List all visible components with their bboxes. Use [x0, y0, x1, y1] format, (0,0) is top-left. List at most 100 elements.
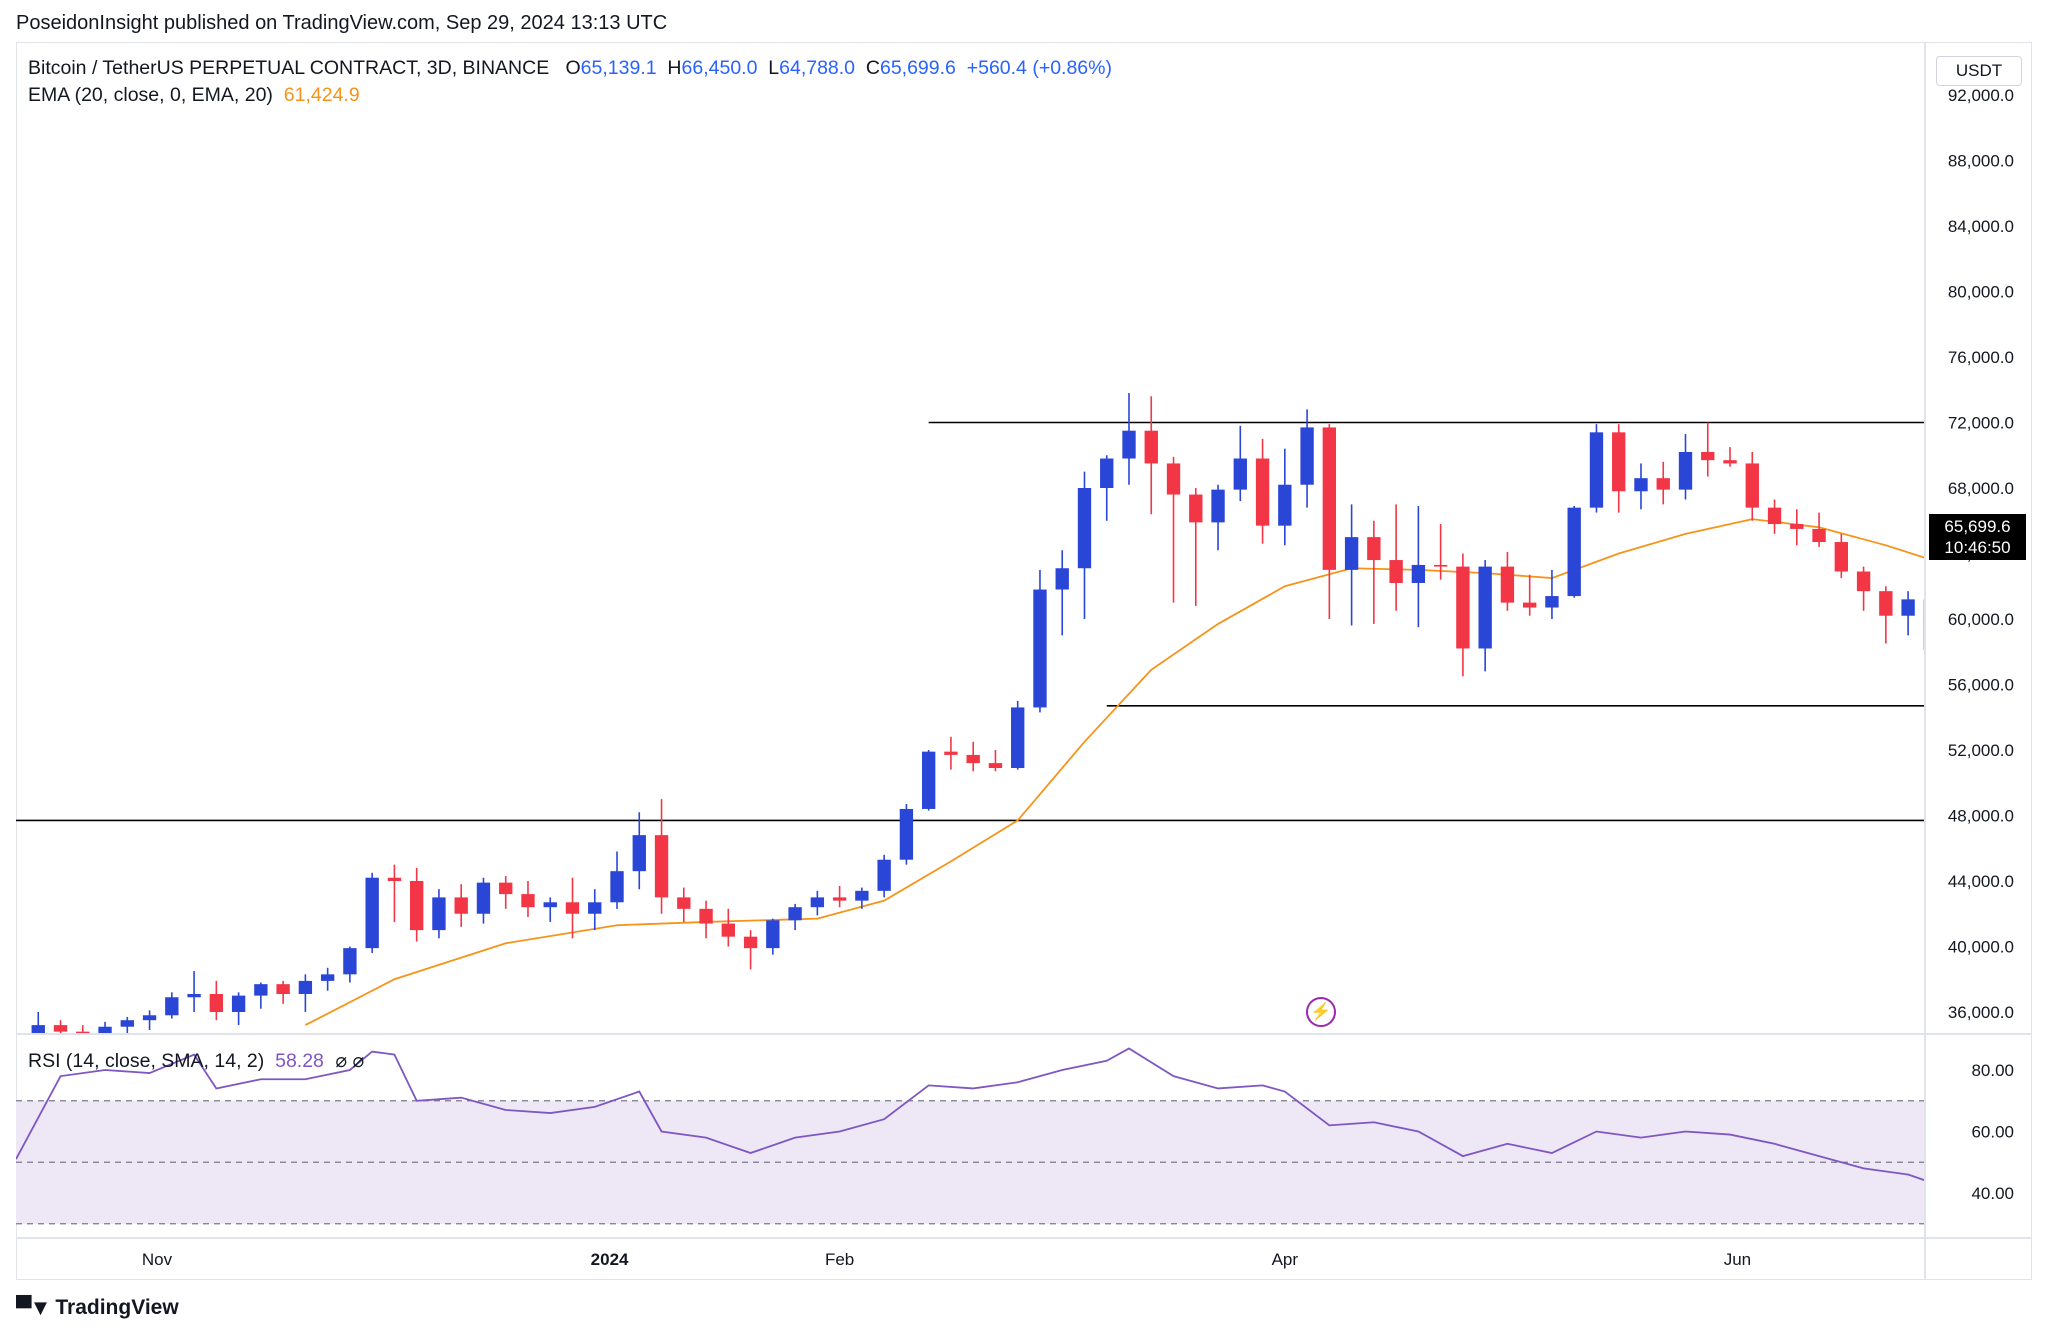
- candle-body: [654, 835, 669, 898]
- price-axis-label: 80,000.0: [1948, 283, 2014, 302]
- low-label: L: [768, 57, 780, 79]
- candle-body: [120, 1020, 134, 1027]
- candle-body: [2013, 642, 2026, 668]
- candle-body: [1767, 507, 1782, 525]
- candle-body: [365, 877, 379, 949]
- price-axis-label: 48,000.0: [1948, 807, 2014, 826]
- price-axis-label: 56,000.0: [1948, 676, 2014, 695]
- candle-body: [1678, 451, 1693, 490]
- high-label: H: [667, 57, 682, 79]
- candle-body: [1389, 560, 1403, 583]
- rsi-axis-label: 60.00: [1971, 1123, 2014, 1142]
- candle-body: [521, 894, 535, 908]
- candle-body: [632, 835, 646, 872]
- symbol-title: Bitcoin / TetherUS PERPETUAL CONTRACT, 3…: [28, 57, 550, 79]
- footer-branding: ▀▼ TradingView: [16, 1295, 179, 1321]
- candle-body: [387, 877, 402, 881]
- last-price: 65,699.6: [1944, 517, 2011, 536]
- ema-label: EMA (20, close, 0, EMA, 20): [28, 84, 273, 106]
- candle-body: [1433, 564, 1448, 567]
- change-value: +560.4 (+0.86%): [966, 57, 1112, 79]
- low-value: 64,788.0: [779, 57, 856, 79]
- price-axis-label: 72,000.0: [1948, 414, 2014, 433]
- candle-body: [877, 859, 891, 891]
- candle-body: [721, 923, 735, 937]
- price-axis-label: 44,000.0: [1948, 872, 2014, 891]
- candle-body: [743, 936, 758, 949]
- time-axis-label: Apr: [1272, 1250, 1299, 1269]
- candle-body: [1367, 537, 1381, 561]
- candle-body: [1011, 707, 1025, 769]
- candle-body: [1856, 571, 1871, 592]
- candle-body: [454, 897, 468, 914]
- last-price-tag: 65,699.6 10:46:50: [1929, 514, 2026, 560]
- price-pane: [16, 393, 2048, 1033]
- price-axis-label: 40,000.0: [1948, 938, 2014, 957]
- candle-body: [565, 902, 580, 914]
- candle-body: [254, 984, 268, 996]
- candle-body: [1122, 430, 1136, 459]
- candle-body: [1723, 460, 1737, 464]
- candle-body: [1456, 566, 1470, 649]
- candle-body: [1322, 427, 1337, 570]
- tradingview-logo-icon: ▀▼: [16, 1295, 51, 1320]
- candle-body: [921, 751, 936, 809]
- candle-body: [1100, 458, 1114, 488]
- candle-body: [1344, 537, 1359, 570]
- time-axis-label: 2024: [591, 1250, 629, 1269]
- candle-body: [766, 920, 780, 949]
- candle-body: [677, 897, 691, 909]
- candle-body: [1077, 488, 1092, 569]
- candle-body: [1055, 568, 1069, 590]
- candle-body: [1589, 432, 1604, 508]
- rsi-legend: RSI (14, close, SMA, 14, 2) 58.28 ⌀ ⌀: [28, 1049, 364, 1073]
- candle-body: [899, 808, 914, 860]
- hidden-eye-icon[interactable]: ⌀ ⌀: [335, 1050, 365, 1072]
- time-axis-label: Feb: [825, 1250, 854, 1269]
- candle-body: [1701, 451, 1715, 461]
- candle-body: [1478, 566, 1492, 649]
- price-axis-label: 76,000.0: [1948, 348, 2014, 367]
- published-by-line: PoseidonInsight published on TradingView…: [16, 12, 668, 34]
- rsi-axis-label: 80.00: [1971, 1061, 2014, 1080]
- high-value: 66,450.0: [681, 57, 758, 79]
- candle-body: [432, 897, 446, 931]
- price-axis-label: 52,000.0: [1948, 741, 2014, 760]
- candle-body: [187, 993, 201, 998]
- candle-body: [320, 974, 335, 981]
- price-axis-label: 36,000.0: [1948, 1003, 2014, 1022]
- candle-body: [988, 763, 1003, 769]
- candle-body: [610, 871, 624, 903]
- candle-body: [1812, 528, 1826, 543]
- candle-body: [1790, 524, 1804, 529]
- candle-body: [298, 980, 313, 994]
- candle-body: [944, 751, 958, 755]
- rsi-axis-label: 40.00: [1971, 1184, 2014, 1203]
- candle-body: [1612, 432, 1626, 492]
- price-axis-label: 92,000.0: [1948, 86, 2014, 105]
- candle-body: [788, 907, 802, 921]
- candle-body: [1656, 478, 1670, 490]
- price-axis-label: 88,000.0: [1948, 152, 2014, 171]
- time-axis-label: Jun: [1724, 1250, 1751, 1269]
- close-value: 65,699.6: [879, 57, 956, 79]
- currency-selector[interactable]: USDT: [1936, 56, 2022, 86]
- candle-body: [499, 882, 513, 895]
- candle-body: [410, 881, 424, 931]
- candle-body: [31, 1025, 45, 1033]
- symbol-legend: Bitcoin / TetherUS PERPETUAL CONTRACT, 3…: [28, 57, 1112, 80]
- rsi-pane: [16, 1047, 1925, 1225]
- candle-body: [1166, 463, 1181, 495]
- candle-body: [53, 1025, 68, 1032]
- candle-body: [543, 902, 557, 908]
- lightning-icon[interactable]: ⚡: [1306, 997, 1336, 1027]
- candle-body: [810, 897, 825, 908]
- candle-body: [1567, 507, 1581, 597]
- candle-body: [1233, 458, 1247, 490]
- candle-body: [2035, 550, 2048, 642]
- candle-body: [1255, 458, 1270, 526]
- candle-body: [1211, 489, 1225, 523]
- candle-body: [1189, 494, 1203, 523]
- candle-body: [142, 1015, 157, 1021]
